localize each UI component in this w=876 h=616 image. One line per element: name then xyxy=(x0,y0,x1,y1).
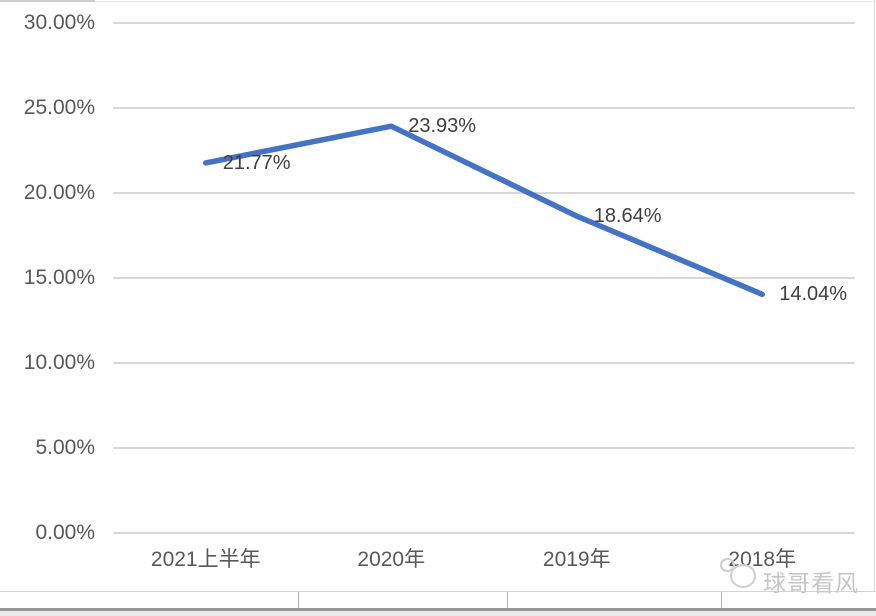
table-cell-divider xyxy=(298,592,299,608)
y-axis-tick-label: 25.00% xyxy=(23,96,95,119)
gridline xyxy=(113,532,855,534)
x-axis-tick-label: 2020年 xyxy=(357,548,426,571)
y-axis-tick-label: 30.00% xyxy=(23,11,95,34)
x-axis-tick-label: 2021上半年 xyxy=(150,548,261,571)
y-axis-tick-label: 5.00% xyxy=(35,436,95,459)
table-cell-divider xyxy=(507,592,508,608)
gridline xyxy=(113,22,855,24)
data-line-series xyxy=(203,123,765,298)
top-border-faint xyxy=(95,1,876,2)
data-point-label: 18.64% xyxy=(593,205,662,228)
data-point-label: 14.04% xyxy=(779,283,848,306)
gridline xyxy=(113,447,855,449)
gridline xyxy=(113,107,855,109)
gridline xyxy=(113,192,855,194)
top-border-segment xyxy=(0,0,95,2)
y-axis-tick-label: 0.00% xyxy=(35,521,95,544)
y-axis-tick-label: 15.00% xyxy=(23,266,95,289)
chart-right-border xyxy=(874,0,875,591)
data-point-label: 21.77% xyxy=(222,151,291,174)
y-axis-tick-label: 10.00% xyxy=(23,351,95,374)
gridline xyxy=(113,362,855,364)
bottom-thick-rule xyxy=(0,608,876,611)
table-top-border xyxy=(0,591,876,592)
data-point-label: 23.93% xyxy=(408,115,477,138)
table-cell-divider xyxy=(721,592,722,608)
y-axis-tick-label: 20.00% xyxy=(23,181,95,204)
x-axis-tick-label: 2019年 xyxy=(542,548,611,571)
bottom-strip xyxy=(0,611,876,616)
gridline xyxy=(113,277,855,279)
